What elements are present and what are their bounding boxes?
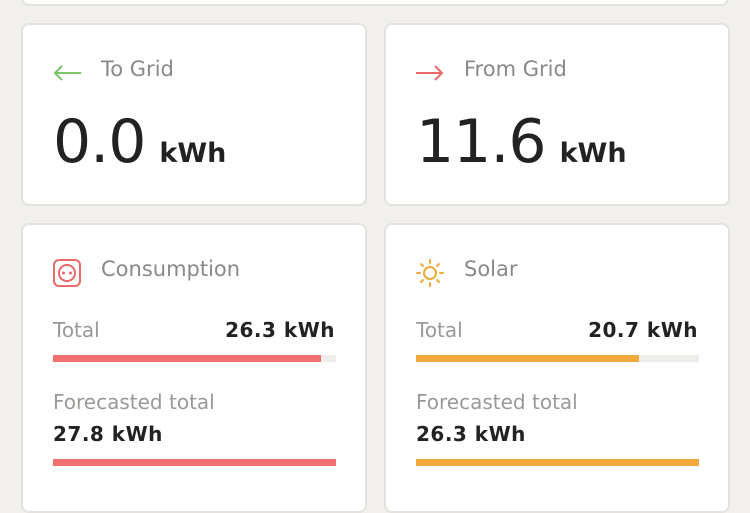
card-title: From Grid [464, 57, 567, 81]
sun-icon [416, 259, 444, 287]
forecast-value: 27.8 kWh [53, 422, 163, 446]
forecast-bar [53, 459, 336, 466]
solar-card[interactable]: Solar Total 20.7 kWh Forecasted total 26.3 … [384, 223, 730, 513]
top-card [21, 0, 729, 6]
forecast-label: Forecasted total [53, 390, 215, 414]
card-title: Consumption [101, 257, 241, 281]
energy-value: 0.0 kWh [53, 107, 226, 177]
total-label: Total [53, 318, 100, 342]
page: {"to_grid": {"title": "To Grid", "value"… [21, 0, 730, 513]
forecast-bar [416, 459, 699, 466]
total-bar [416, 355, 639, 362]
forecast-bar-track [53, 459, 336, 466]
forecast-bar-track [416, 459, 699, 466]
energy-value: 11.6 kWh [416, 107, 627, 177]
total-bar-track [416, 355, 699, 362]
total-label: Total [416, 318, 463, 342]
from-grid-card[interactable]: From Grid 11.6 kWh [384, 23, 730, 206]
unit: kWh [559, 138, 627, 169]
to-grid-card[interactable]: To Grid 0.0 kWh [21, 23, 367, 206]
value: 11.6 [416, 107, 547, 177]
total-bar [53, 355, 321, 362]
card-title: To Grid [101, 57, 174, 81]
arrow-right-icon [416, 65, 444, 81]
forecast-value: 26.3 kWh [416, 422, 526, 446]
forecast-label: Forecasted total [416, 390, 578, 414]
total-bar-track [53, 355, 336, 362]
unit: kWh [159, 138, 227, 169]
arrow-left-icon [53, 65, 81, 81]
total-value: 26.3 kWh [225, 318, 335, 342]
card-title: Solar [464, 257, 518, 281]
total-value: 20.7 kWh [588, 318, 698, 342]
outlet-icon [53, 259, 81, 287]
value: 0.0 [53, 107, 146, 177]
consumption-card[interactable]: Consumption Total 26.3 kWh Forecasted tota… [21, 223, 367, 513]
